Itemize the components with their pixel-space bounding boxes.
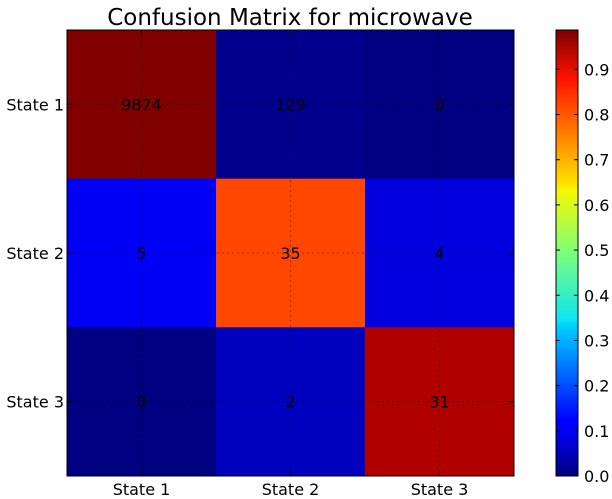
- x-tick-label: State 2: [262, 480, 320, 499]
- cell-count-label: 31: [429, 393, 449, 412]
- colorbar-tick-label: 0.4: [584, 286, 609, 305]
- cell-count-label: 35: [280, 244, 300, 263]
- colorbar-tick-label: 0.6: [584, 196, 609, 215]
- heatmap-cell: [365, 178, 515, 328]
- y-tick-label: State 3: [6, 393, 64, 412]
- colorbar-tick-label: 0.7: [584, 151, 609, 170]
- heatmap-cell: [67, 30, 217, 180]
- colorbar-tick-label: 0.3: [584, 331, 609, 350]
- heatmap-cell: [365, 327, 515, 477]
- heatmap-cell: [365, 30, 515, 180]
- colorbar-tick-label: 0.8: [584, 106, 609, 125]
- heatmap-cell: [216, 327, 366, 477]
- cell-count-label: 2: [285, 393, 295, 412]
- cell-count-label: 0: [434, 95, 444, 114]
- colorbar-ticks: 0.0 0.1 0.2 0.3 0.4 0.5 0.6 0.7 0.8 0.9: [556, 60, 609, 486]
- heatmap-cell: [216, 178, 366, 328]
- chart-title: Confusion Matrix for microwave: [107, 5, 473, 31]
- y-axis-ticks: State 1 State 2 State 3: [6, 95, 514, 412]
- colorbar-tick-label: 0.0: [584, 467, 609, 486]
- cell-labels: 9874 129 0 5 35 4 0 2 31: [121, 95, 450, 411]
- colorbar-tick-label: 0.9: [584, 60, 609, 79]
- y-tick-label: State 1: [6, 95, 64, 114]
- cell-count-label: 0: [136, 393, 146, 412]
- x-tick-label: State 1: [113, 480, 171, 499]
- colorbar-tick-label: 0.1: [584, 422, 609, 441]
- colorbar: [555, 29, 579, 477]
- heatmap-cells: [67, 30, 515, 477]
- heatmap-cell: [67, 327, 217, 477]
- heatmap-cell: [67, 178, 217, 328]
- y-tick-label: State 2: [6, 244, 64, 263]
- cell-count-label: 129: [275, 95, 306, 114]
- grid-lines: [67, 30, 514, 476]
- colorbar-tick-label: 0.5: [584, 241, 609, 260]
- cell-count-label: 4: [434, 244, 444, 263]
- x-tick-label: State 3: [411, 480, 469, 499]
- cell-count-label: 9874: [121, 95, 162, 114]
- cell-count-label: 5: [136, 244, 146, 263]
- x-axis-ticks: State 1 State 2 State 3: [113, 30, 469, 499]
- heatmap-cell: [216, 30, 366, 180]
- colorbar-tick-label: 0.2: [584, 377, 609, 396]
